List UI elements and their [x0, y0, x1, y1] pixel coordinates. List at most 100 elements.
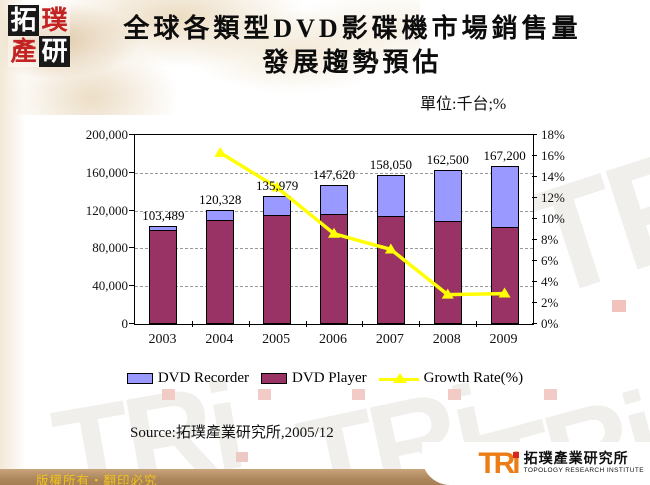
- copyright-notice: 版權所有‧翻印必究: [36, 474, 158, 485]
- y-axis-right-label-4pct: 4%: [541, 274, 559, 289]
- y-axis-left-tick: [129, 247, 134, 249]
- topology-seal-logo: 拓 璞 產 研: [8, 5, 70, 67]
- bar-segment-dvd-recorder-2006: [320, 184, 348, 215]
- y-axis-right-label-0pct: 0%: [541, 316, 559, 331]
- bar-segment-dvd-recorder-2003: [149, 226, 178, 231]
- bar-total-label-2003: 103,489: [142, 208, 185, 224]
- y-axis-left-label-40000: 40,000: [92, 278, 128, 294]
- y-axis-right-label-2pct: 2%: [541, 295, 559, 310]
- bar-segment-dvd-recorder-2009: [490, 166, 519, 228]
- y-axis-left-label-80000: 80,000: [92, 240, 128, 256]
- legend-item-dvd-player: DVD Player: [261, 370, 367, 387]
- legend-swatch-dvd-player: [261, 373, 288, 384]
- watermark-square: [448, 389, 461, 400]
- bar-total-label-2008: 162,500: [426, 152, 469, 168]
- bar-segment-dvd-player-2009: [490, 227, 519, 324]
- legend-label-growth-rate: Growth Rate(%): [423, 370, 524, 386]
- growth-rate-marker: [384, 243, 397, 254]
- y-axis-right-tick: [532, 218, 537, 219]
- bar-segment-dvd-player-2007: [376, 216, 405, 324]
- bar-segment-dvd-player-2003: [149, 230, 178, 324]
- growth-rate-marker: [214, 146, 227, 157]
- left-edge-strip: [0, 0, 26, 470]
- y-axis-left-label-160000: 160,000: [85, 164, 128, 180]
- tri-name-english: TOPOLOGY RESEARCH INSTITUTE: [523, 467, 644, 474]
- slide-title-line1: 全球各類型DVD影碟機市場銷售量: [123, 14, 582, 43]
- tri-name-chinese: 拓璞產業研究所: [523, 452, 629, 467]
- y-axis-right-tick: [532, 197, 537, 198]
- logo-char-yan: 研: [39, 36, 70, 67]
- x-axis-label-2003: 2003: [148, 332, 177, 347]
- chart-legend: DVD Recorder DVD Player Growth Rate(%): [0, 370, 650, 387]
- watermark-square: [352, 389, 365, 400]
- slide-title-line2: 發展趨勢預估: [262, 48, 443, 77]
- tri-logo-names: 拓璞產業研究所 TOPOLOGY RESEARCH INSTITUTE: [524, 452, 644, 475]
- x-axis-label-2004: 2004: [205, 332, 234, 347]
- x-axis-label-2008: 2008: [432, 332, 461, 347]
- growth-rate-marker: [441, 288, 454, 299]
- growth-rate-line: [214, 146, 511, 299]
- watermark-square: [544, 389, 557, 400]
- y-axis-left-tick: [129, 323, 134, 324]
- y-axis-right-label-6pct: 6%: [541, 253, 559, 268]
- x-axis-tick: [476, 321, 478, 327]
- y-axis-right-tick: [532, 155, 537, 156]
- legend-label-dvd-player: DVD Player: [292, 370, 367, 386]
- bar-segment-dvd-recorder-2008: [433, 170, 462, 222]
- y-axis-left-tick: [129, 209, 134, 211]
- y-axis-left-tick: [129, 134, 134, 135]
- y-axis-right-tick: [532, 323, 537, 324]
- map-texture-background: [0, 0, 420, 115]
- tri-logo-acronym: TRi: [478, 446, 520, 480]
- x-axis-tick: [248, 321, 250, 327]
- x-axis-tick: [305, 321, 307, 327]
- y-axis-left-label-0: 0: [121, 316, 129, 331]
- bar-total-label-2005: 135,979: [255, 177, 299, 193]
- y-axis-right-label-16pct: 16%: [541, 148, 565, 163]
- y-axis-left-tick: [129, 285, 134, 287]
- slide-title: 全球各類型DVD影碟機市場銷售量 發展趨勢預估: [75, 12, 630, 80]
- legend-item-dvd-recorder: DVD Recorder: [126, 370, 250, 387]
- logo-char-chan: 產: [8, 36, 39, 67]
- growth-triangle-icon: [392, 372, 407, 383]
- y-axis-right-label-14pct: 14%: [541, 169, 565, 184]
- x-axis-tick: [191, 321, 193, 327]
- legend-swatch-growth-rate: [378, 372, 419, 386]
- y-axis-right-tick: [532, 176, 537, 177]
- y-axis-right-label-10pct: 10%: [541, 211, 565, 226]
- y-axis-right-label-18pct: 18%: [541, 127, 565, 142]
- legend-label-dvd-recorder: DVD Recorder: [157, 370, 250, 386]
- y-axis-right-label-12pct: 12%: [541, 190, 565, 205]
- y-axis-right-label-8pct: 8%: [541, 232, 559, 247]
- bar-segment-dvd-recorder-2005: [263, 195, 292, 216]
- x-axis-tick: [419, 321, 421, 327]
- tri-i-dot-icon: [512, 451, 519, 458]
- growth-rate-marker: [271, 181, 284, 192]
- y-axis-right-tick: [532, 134, 537, 135]
- y-axis-left-label-200000: 200,000: [85, 127, 128, 142]
- y-axis-right-tick: [532, 260, 537, 261]
- y-axis-right-tick: [532, 302, 537, 303]
- legend-swatch-dvd-recorder: [126, 373, 153, 384]
- bar-total-label-2004: 120,328: [199, 192, 242, 208]
- x-axis-label-2006: 2006: [319, 332, 348, 347]
- unit-label: 單位:千台;%: [420, 96, 507, 113]
- growth-rate-marker: [328, 227, 340, 238]
- source-note: Source:拓璞產業研究所,2005/12: [130, 425, 334, 441]
- bar-total-label-2007: 158,050: [369, 156, 413, 172]
- x-axis-tick: [362, 321, 364, 327]
- gridline: [135, 172, 533, 174]
- watermark-square: [258, 389, 271, 400]
- bar-segment-dvd-recorder-2004: [206, 210, 235, 221]
- bar-segment-dvd-player-2008: [433, 221, 462, 324]
- x-axis-label-2005: 2005: [262, 332, 291, 347]
- bar-total-label-2006: 147,620: [312, 166, 356, 182]
- growth-rate-marker: [498, 287, 511, 298]
- logo-char-pu: 璞: [39, 5, 70, 36]
- y-axis-left-label-120000: 120,000: [85, 202, 128, 218]
- bar-total-label-2009: 167,200: [483, 148, 526, 163]
- tri-logo-plate: TRi 拓璞產業研究所 TOPOLOGY RESEARCH INSTITUTE: [422, 442, 650, 485]
- y-axis-right-tick: [532, 281, 537, 282]
- watermark-square: [236, 452, 248, 462]
